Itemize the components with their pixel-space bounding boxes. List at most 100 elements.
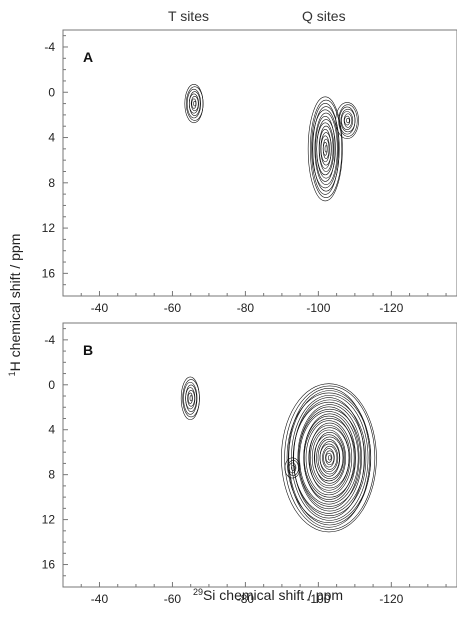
contour-line	[298, 408, 362, 507]
contour-peak-t-site	[184, 84, 204, 124]
contour-line	[291, 465, 296, 471]
contour-line	[319, 443, 339, 473]
contour-line	[281, 383, 377, 533]
x-tick-label: -60	[164, 301, 182, 315]
x-axis-label-superscript: 29	[193, 587, 203, 597]
contour-line	[187, 392, 193, 404]
contour-peak-q-site	[307, 96, 343, 202]
y-tick-label: 12	[42, 221, 56, 235]
contour-line	[305, 420, 353, 496]
y-tick-label: 16	[42, 266, 56, 280]
x-tick-label: -40	[91, 592, 109, 606]
x-tick-label: -80	[237, 592, 255, 606]
contour-line	[335, 102, 359, 139]
contour-line	[307, 96, 343, 202]
contour-line	[325, 452, 333, 463]
contour-line	[309, 422, 351, 493]
contour-line	[314, 112, 338, 185]
contour-line	[323, 448, 335, 468]
x-tick-label: -40	[91, 301, 109, 315]
x-tick-label: -120	[379, 301, 403, 315]
contour-line	[316, 122, 335, 176]
contour-line	[312, 106, 340, 192]
panel-a-frame	[62, 29, 457, 297]
contour-line	[316, 436, 344, 479]
contour-line	[311, 429, 346, 486]
contour-line	[284, 385, 376, 530]
x-tick-label: -100	[306, 301, 330, 315]
contour-line	[320, 135, 330, 163]
contour-line	[338, 104, 358, 137]
contour-line	[341, 111, 354, 130]
contour-line	[185, 387, 196, 410]
contour-line	[288, 462, 297, 474]
x-axis-label: 29Si chemical shift / ppm	[193, 587, 343, 603]
contour-line	[186, 88, 201, 119]
contour-line	[312, 109, 339, 189]
contour-line	[328, 455, 332, 461]
contour-line	[344, 115, 351, 126]
q-sites-label: Q sites	[302, 8, 346, 24]
contour-line	[314, 432, 346, 484]
contour-peak-q-site	[335, 102, 359, 139]
x-tick-label: -100	[306, 592, 330, 606]
y-tick-label: 16	[42, 558, 56, 572]
contour-line	[310, 427, 350, 489]
y-tick-label: 0	[48, 85, 55, 99]
x-tick-label: -60	[164, 592, 182, 606]
contour-line	[304, 418, 356, 498]
y-tick-label: 4	[48, 131, 55, 145]
contour-line	[310, 99, 343, 198]
y-tick-label: -4	[44, 40, 55, 54]
y-tick-label: 12	[42, 513, 56, 527]
contour-line	[189, 395, 193, 402]
contour-line	[322, 138, 330, 159]
contour-line	[320, 132, 332, 166]
contour-line	[343, 113, 353, 128]
contour-peak-q-site	[281, 383, 377, 533]
y-tick-label: 8	[48, 176, 55, 190]
contour-line	[297, 404, 362, 512]
contour-line	[191, 98, 197, 109]
contour-line	[190, 96, 199, 112]
x-tick-label: -120	[379, 592, 403, 606]
y-axis-label-superscript: 1	[7, 371, 17, 376]
contour-line	[325, 450, 335, 466]
contour-line	[303, 415, 355, 500]
y-tick-label: 4	[48, 423, 55, 437]
contour-line	[346, 117, 350, 124]
contour-line	[315, 116, 336, 182]
contour-line	[286, 392, 372, 523]
y-tick-label: -4	[44, 333, 55, 347]
contour-line	[313, 434, 344, 482]
contour-peak-t-site	[180, 376, 200, 420]
contour-line	[183, 381, 198, 415]
y-tick-label: 8	[48, 468, 55, 482]
contour-line	[287, 387, 370, 528]
panel-b-label: B	[83, 342, 93, 358]
contour-line	[182, 379, 200, 418]
t-sites-label: T sites	[168, 8, 209, 24]
x-axis-label-text: Si chemical shift / ppm	[203, 587, 343, 603]
contour-line	[299, 411, 359, 505]
contour-line	[187, 389, 195, 407]
y-axis-label: 1H chemical shift / ppm	[7, 234, 23, 377]
contour-line	[287, 460, 299, 476]
contour-line	[193, 100, 197, 107]
contour-line	[186, 86, 204, 121]
y-axis-label-text: H chemical shift / ppm	[7, 234, 23, 372]
y-tick-label: 0	[48, 378, 55, 392]
panel-a-label: A	[83, 49, 93, 65]
contour-line	[188, 93, 199, 114]
contour-line	[324, 145, 328, 153]
contour-line	[317, 438, 341, 477]
contour-line	[311, 102, 340, 195]
x-tick-label: -80	[237, 301, 255, 315]
contour-line	[340, 108, 356, 133]
contour-line	[322, 445, 338, 470]
contour-line	[284, 457, 301, 479]
